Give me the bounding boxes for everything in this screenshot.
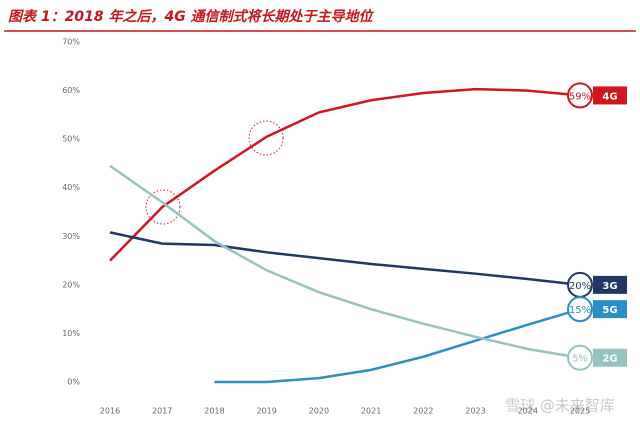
- x-tick-label: 2022: [413, 407, 433, 416]
- y-tick-label: 30%: [62, 232, 80, 241]
- x-tick-label: 2019: [256, 407, 276, 416]
- end-marker: [567, 296, 593, 323]
- end-marker: [567, 82, 593, 109]
- x-tick-label: 2020: [309, 407, 329, 416]
- legend-box: [593, 275, 627, 294]
- highlight-circle: [145, 189, 181, 225]
- y-tick-label: 40%: [62, 183, 80, 192]
- value-label: 20%: [569, 281, 591, 292]
- y-tick-label: 10%: [62, 329, 80, 338]
- end-marker: [567, 344, 593, 371]
- chart-title: 图表 1：2018 年之后，4G 通信制式将长期处于主导地位: [8, 8, 375, 25]
- legend-box: [593, 300, 627, 319]
- legend-label: 4G: [602, 91, 617, 102]
- value-label: 15%: [569, 305, 591, 316]
- series-line: [109, 164, 581, 359]
- x-tick-label: 2023: [465, 407, 485, 416]
- x-tick-label: 2021: [361, 407, 381, 416]
- y-tick-label: 70%: [62, 38, 80, 47]
- series-line: [109, 231, 581, 287]
- legend-label: 5G: [602, 305, 617, 316]
- y-tick-label: 60%: [62, 86, 80, 95]
- highlight-circle: [248, 120, 284, 156]
- x-tick-label: 2024: [518, 407, 538, 416]
- value-label: 59%: [569, 91, 591, 102]
- legend-label: 2G: [602, 354, 617, 365]
- legend-box: [593, 86, 627, 105]
- y-tick-label: 0%: [67, 378, 80, 387]
- watermark: 雪球 @未来智库: [505, 397, 615, 415]
- series-line: [214, 307, 581, 384]
- y-tick-label: 50%: [62, 135, 80, 144]
- value-label: 5%: [572, 354, 588, 365]
- series-line: [109, 87, 581, 262]
- legend-label: 3G: [602, 281, 617, 292]
- legend-box: [593, 348, 627, 367]
- x-tick-label: 2016: [100, 407, 120, 416]
- x-tick-label: 2025: [570, 407, 590, 416]
- x-tick-label: 2017: [152, 407, 172, 416]
- y-tick-label: 20%: [62, 280, 80, 289]
- x-tick-label: 2018: [204, 407, 224, 416]
